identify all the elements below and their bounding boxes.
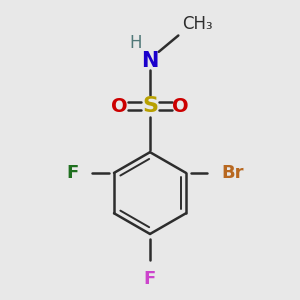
Text: N: N (141, 51, 159, 70)
Text: F: F (144, 270, 156, 288)
Text: O: O (111, 97, 128, 116)
Text: O: O (172, 97, 189, 116)
Text: S: S (142, 96, 158, 116)
Text: Br: Br (221, 164, 243, 182)
Text: H: H (130, 34, 142, 52)
Text: F: F (67, 164, 79, 182)
Text: CH₃: CH₃ (182, 15, 212, 33)
